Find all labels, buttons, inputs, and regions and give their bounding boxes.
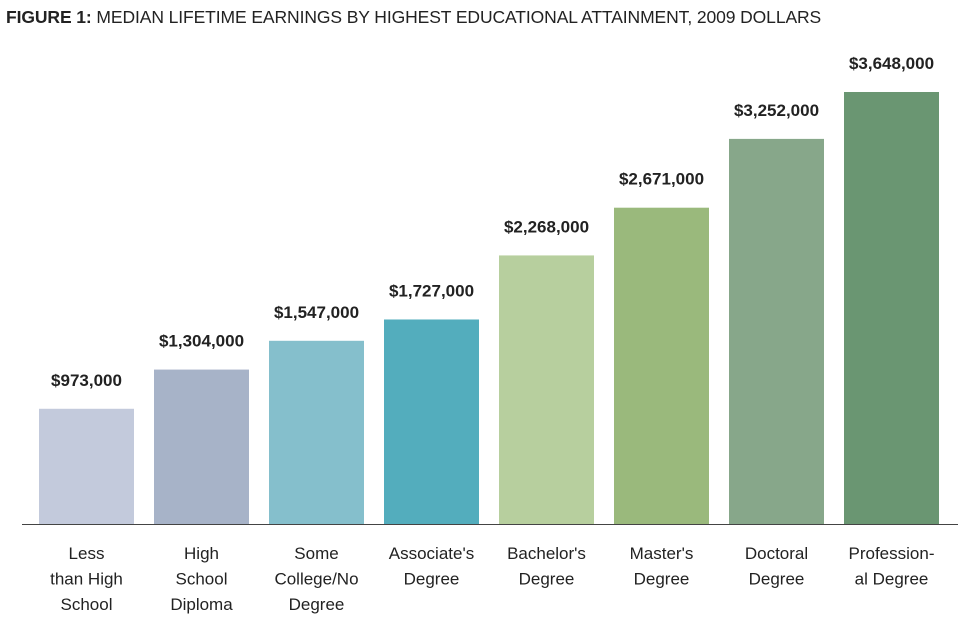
bar-value-label: $2,268,000 (504, 217, 589, 236)
bar-value-label: $1,727,000 (389, 281, 474, 300)
category-label: Some College/No Degree (274, 544, 358, 614)
bar-3 (269, 340, 364, 524)
chart-title: FIGURE 1: MEDIAN LIFETIME EARNINGS BY HI… (6, 7, 821, 28)
bar-2 (154, 369, 249, 524)
category-label: Doctoral Degree (745, 544, 808, 589)
category-label: Associate's Degree (389, 544, 474, 589)
category-label-line: Doctoral (745, 544, 808, 563)
figure-number: FIGURE 1: (6, 7, 92, 27)
bar-value-label: $2,671,000 (619, 170, 704, 189)
bar-value-label: $973,000 (51, 371, 122, 390)
category-label-line: Bachelor's (507, 544, 586, 563)
category-label-line: College/No (274, 570, 358, 589)
bar-value-label: $3,648,000 (849, 54, 934, 73)
bar-value-label: $1,547,000 (274, 303, 359, 322)
bar-1 (39, 408, 134, 524)
category-label: Profession-al Degree (849, 544, 935, 589)
bar-8 (844, 92, 939, 524)
category-label-line: Degree (749, 570, 805, 589)
category-label-line: Degree (634, 570, 690, 589)
category-label-line: Degree (519, 570, 575, 589)
category-label: Bachelor's Degree (507, 544, 586, 589)
category-label: Less than High School (50, 544, 123, 614)
category-label-line: than High (50, 570, 123, 589)
bar-4 (384, 319, 479, 524)
category-label-line: Some (294, 544, 338, 563)
category-label-line: High (184, 544, 219, 563)
category-label-line: Less (69, 544, 105, 563)
category-label-line: Degree (404, 570, 460, 589)
category-label: Master's Degree (630, 544, 694, 589)
category-label-line: Master's (630, 544, 694, 563)
bar-5 (499, 255, 594, 524)
category-label-line: Diploma (170, 595, 233, 614)
bar-6 (614, 207, 709, 524)
bar-7 (729, 138, 824, 525)
category-label-line: School (176, 570, 228, 589)
figure-title: MEDIAN LIFETIME EARNINGS BY HIGHEST EDUC… (96, 7, 822, 27)
bar-value-label: $1,304,000 (159, 332, 244, 351)
category-label-line: Profession- (849, 544, 935, 563)
category-label: High School Diploma (170, 544, 233, 614)
category-label-line: al Degree (855, 570, 929, 589)
bar-value-label: $3,252,000 (734, 101, 819, 120)
category-label-line: Associate's (389, 544, 474, 563)
category-label-line: School (61, 595, 113, 614)
category-label-line: Degree (289, 595, 345, 614)
